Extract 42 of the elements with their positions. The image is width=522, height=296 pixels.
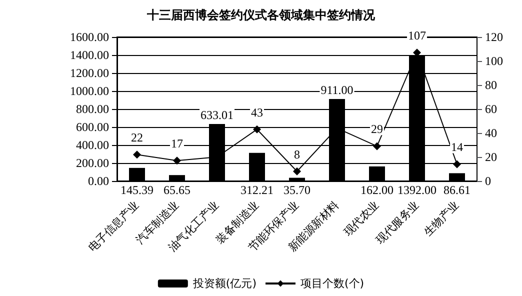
y-tick-label: 800.00: [76, 102, 109, 116]
y-tick-label: 400.00: [76, 138, 109, 152]
point: [253, 125, 261, 134]
legend-label: 投资额(亿元): [192, 277, 257, 290]
data-label: 35.70: [284, 183, 310, 197]
data-label: 43: [251, 105, 263, 120]
y2-tick-label: 20: [485, 150, 497, 164]
y2-tick-label: 60: [485, 102, 497, 116]
data-label: 65.65: [164, 183, 190, 197]
data-label: 162.00: [360, 183, 394, 197]
chart-title: 十三届西博会签约仪式各领域集中签约情况: [146, 8, 376, 22]
data-label: 8: [294, 147, 300, 162]
data-label: 17: [171, 136, 183, 151]
point: [133, 150, 141, 159]
point: [173, 156, 181, 165]
y-tick-label: 200.00: [76, 156, 109, 170]
y2-tick-label: 100: [485, 54, 503, 68]
legend-label: 项目个数(个): [300, 277, 364, 290]
point: [293, 167, 301, 176]
y-tick-label: 1600.00: [70, 30, 109, 44]
data-label: 86.61: [444, 183, 470, 197]
data-label: 14: [451, 140, 463, 154]
data-label: 22: [131, 130, 143, 145]
y2-tick-label: 0: [485, 174, 491, 188]
data-label: 107: [408, 28, 426, 43]
y-tick-label: 1000.00: [70, 84, 109, 98]
data-label: 911.00: [320, 83, 354, 98]
data-label: 29: [371, 122, 383, 136]
y-tick-label: 1400.00: [70, 48, 109, 62]
y-tick-label: 1200.00: [70, 66, 109, 80]
data-label: 1392.00: [398, 183, 436, 197]
y2-tick-label: 40: [485, 126, 497, 140]
y-tick-label: 600.00: [76, 120, 109, 134]
y2-tick-label: 80: [485, 78, 497, 92]
y-tick-label: 0.00: [88, 174, 109, 188]
x-tick-label: 生物产业: [421, 198, 462, 239]
point: [373, 142, 381, 150]
point: [453, 160, 461, 168]
data-label: 145.39: [120, 183, 154, 197]
data-label: 312.21: [240, 183, 274, 197]
data-label: 633.01: [200, 108, 234, 122]
y2-tick-label: 120: [485, 30, 503, 44]
